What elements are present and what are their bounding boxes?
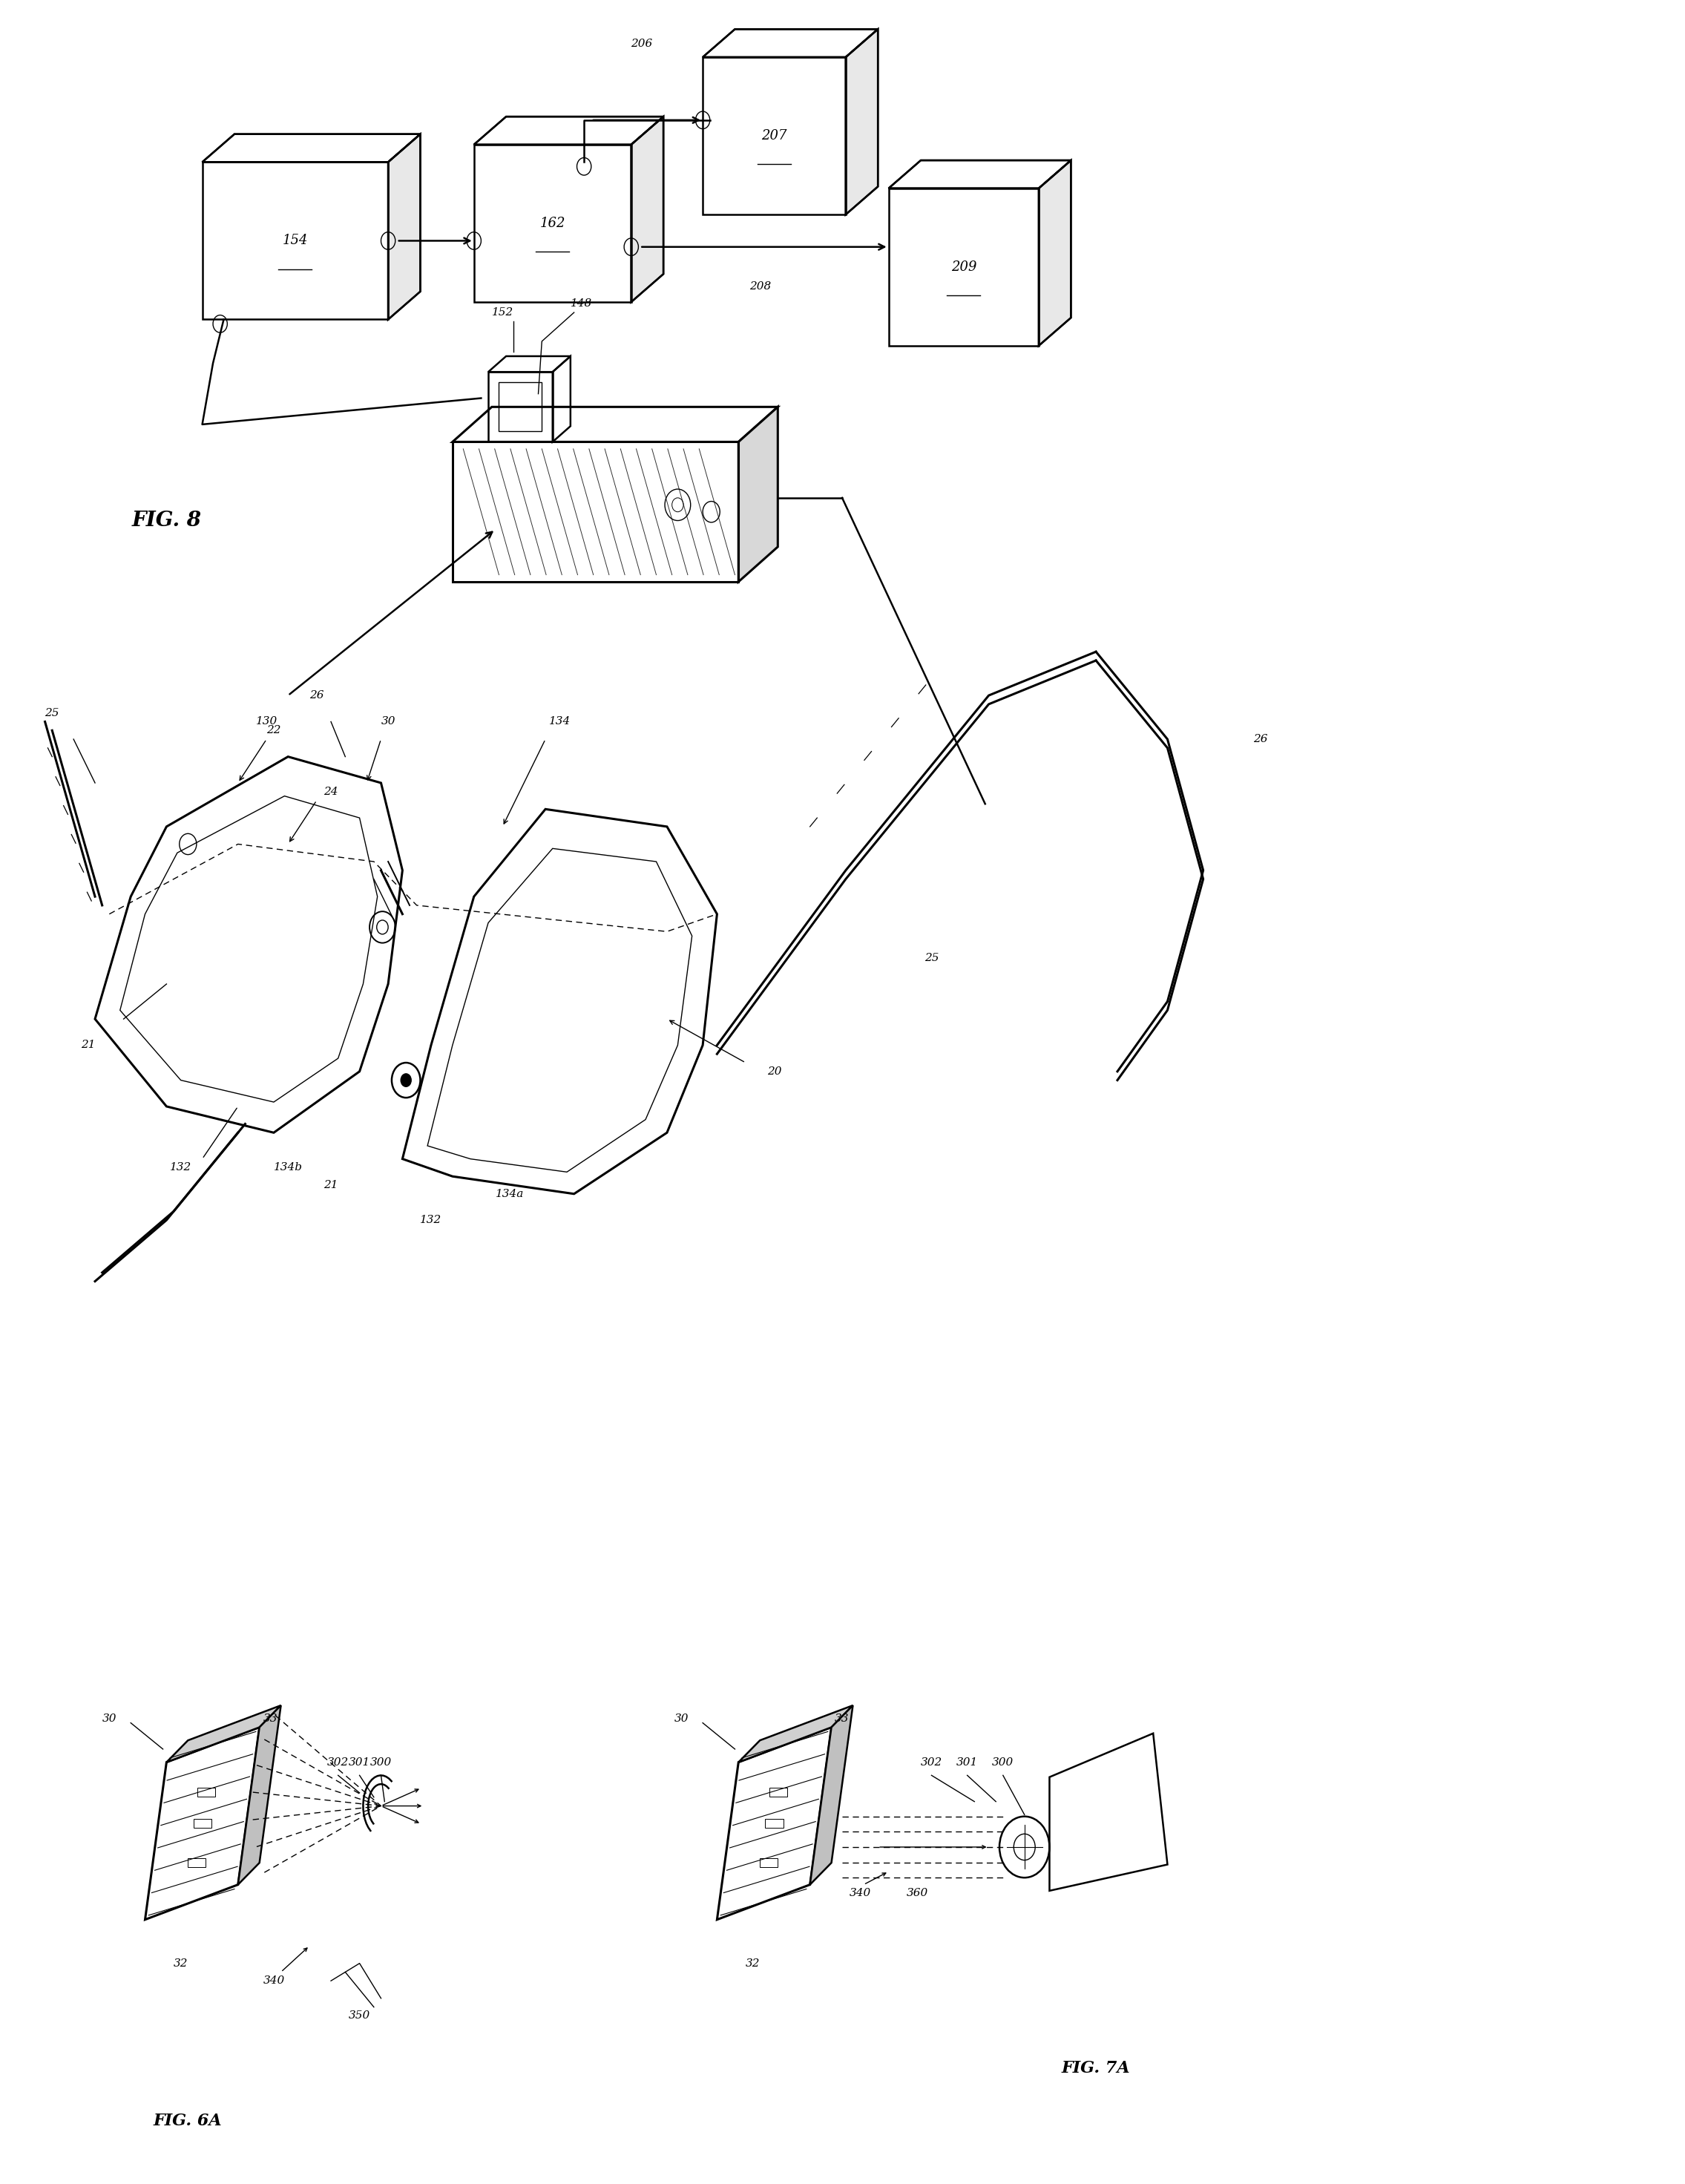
Polygon shape: [888, 159, 1072, 188]
Text: 134: 134: [549, 716, 571, 727]
Text: 208: 208: [750, 282, 770, 290]
Polygon shape: [846, 28, 878, 214]
Text: FIG. 7A: FIG. 7A: [1062, 2060, 1131, 2077]
Polygon shape: [810, 1706, 853, 1885]
Circle shape: [401, 1072, 411, 1088]
Text: 32: 32: [745, 1959, 760, 1968]
Text: 30: 30: [103, 1712, 116, 1723]
Text: 207: 207: [762, 129, 787, 142]
Text: 130: 130: [256, 716, 278, 727]
Text: 24: 24: [324, 786, 339, 797]
Text: 302: 302: [920, 1758, 942, 1767]
Text: 162: 162: [539, 216, 566, 229]
Text: 148: 148: [570, 299, 591, 308]
Polygon shape: [1095, 651, 1203, 1081]
Text: 206: 206: [630, 39, 652, 50]
Text: 300: 300: [371, 1758, 393, 1767]
Polygon shape: [145, 1728, 259, 1920]
Text: 30: 30: [674, 1712, 689, 1723]
Polygon shape: [1038, 159, 1072, 345]
Text: 32: 32: [174, 1959, 189, 1968]
Polygon shape: [738, 1706, 853, 1762]
Text: 300: 300: [992, 1758, 1014, 1767]
Polygon shape: [473, 116, 664, 144]
Text: 33: 33: [263, 1712, 278, 1723]
Text: 26: 26: [1254, 734, 1267, 745]
Text: 301: 301: [957, 1758, 977, 1767]
Text: 33: 33: [834, 1712, 849, 1723]
Text: 340: 340: [263, 1977, 285, 1985]
Text: 21: 21: [324, 1179, 339, 1190]
Text: 132: 132: [420, 1214, 441, 1225]
Polygon shape: [202, 133, 420, 162]
Text: 154: 154: [283, 234, 308, 247]
Text: 152: 152: [492, 308, 514, 317]
Polygon shape: [703, 28, 878, 57]
Text: 209: 209: [950, 260, 977, 273]
Text: 20: 20: [767, 1066, 782, 1077]
Text: 340: 340: [849, 1889, 871, 1898]
Polygon shape: [388, 133, 420, 319]
Text: 21: 21: [81, 1040, 94, 1051]
Text: 25: 25: [925, 952, 939, 963]
Text: 25: 25: [45, 708, 59, 719]
Polygon shape: [738, 406, 778, 581]
Text: 302: 302: [327, 1758, 349, 1767]
Text: 132: 132: [170, 1162, 192, 1173]
Text: 360: 360: [907, 1889, 928, 1898]
Text: 26: 26: [310, 690, 324, 701]
Polygon shape: [632, 116, 664, 301]
Text: 134a: 134a: [495, 1188, 524, 1199]
Text: 350: 350: [349, 2011, 371, 2020]
Text: 134b: 134b: [273, 1162, 303, 1173]
Text: FIG. 8: FIG. 8: [131, 511, 202, 531]
Polygon shape: [238, 1706, 281, 1885]
Text: 301: 301: [349, 1758, 371, 1767]
Polygon shape: [453, 406, 778, 441]
Text: 22: 22: [266, 725, 281, 736]
Text: FIG. 6A: FIG. 6A: [153, 2112, 222, 2129]
Text: 30: 30: [381, 716, 396, 727]
Polygon shape: [718, 1728, 831, 1920]
Polygon shape: [167, 1706, 281, 1762]
